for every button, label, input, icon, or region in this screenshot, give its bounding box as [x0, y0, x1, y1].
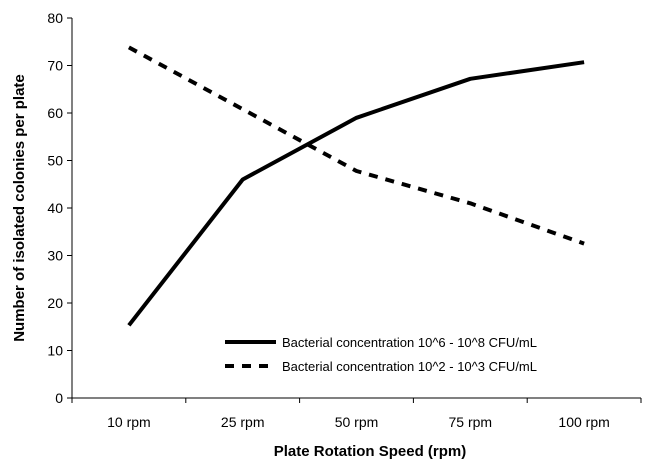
- y-tick-label: 80: [47, 10, 63, 26]
- x-tick-label: 50 rpm: [335, 414, 379, 430]
- legend: Bacterial concentration 10^6 - 10^8 CFU/…: [225, 335, 537, 374]
- series-line-1: [127, 60, 585, 327]
- x-tick-label: 25 rpm: [221, 414, 265, 430]
- y-tick-label: 60: [47, 105, 63, 121]
- series-line-2: [127, 45, 585, 246]
- x-tick-label: 10 rpm: [107, 414, 151, 430]
- y-tick-label: 70: [47, 58, 63, 74]
- y-tick-label: 0: [55, 390, 63, 406]
- y-axis-title: Number of isolated colonies per plate: [11, 74, 28, 342]
- y-tick-label: 50: [47, 153, 63, 169]
- legend-item-2: Bacterial concentration 10^2 - 10^3 CFU/…: [225, 359, 537, 374]
- legend-label-2: Bacterial concentration 10^2 - 10^3 CFU/…: [282, 359, 537, 374]
- x-tick-label: 100 rpm: [558, 414, 609, 430]
- x-axis: 10 rpm 25 rpm 50 rpm 75 rpm 100 rpm: [71, 397, 642, 430]
- y-axis: 0 10 20 30 40 50 60 70 80: [47, 10, 73, 406]
- legend-item-1: Bacterial concentration 10^6 - 10^8 CFU/…: [225, 335, 537, 350]
- x-tick-label: 75 rpm: [449, 414, 493, 430]
- y-tick-label: 40: [47, 200, 63, 216]
- legend-label-1: Bacterial concentration 10^6 - 10^8 CFU/…: [282, 335, 537, 350]
- x-axis-title: Plate Rotation Speed (rpm): [274, 443, 467, 460]
- y-tick-label: 20: [47, 295, 63, 311]
- y-tick-label: 10: [47, 343, 63, 359]
- series-layer: [127, 45, 585, 327]
- y-tick-label: 30: [47, 248, 63, 264]
